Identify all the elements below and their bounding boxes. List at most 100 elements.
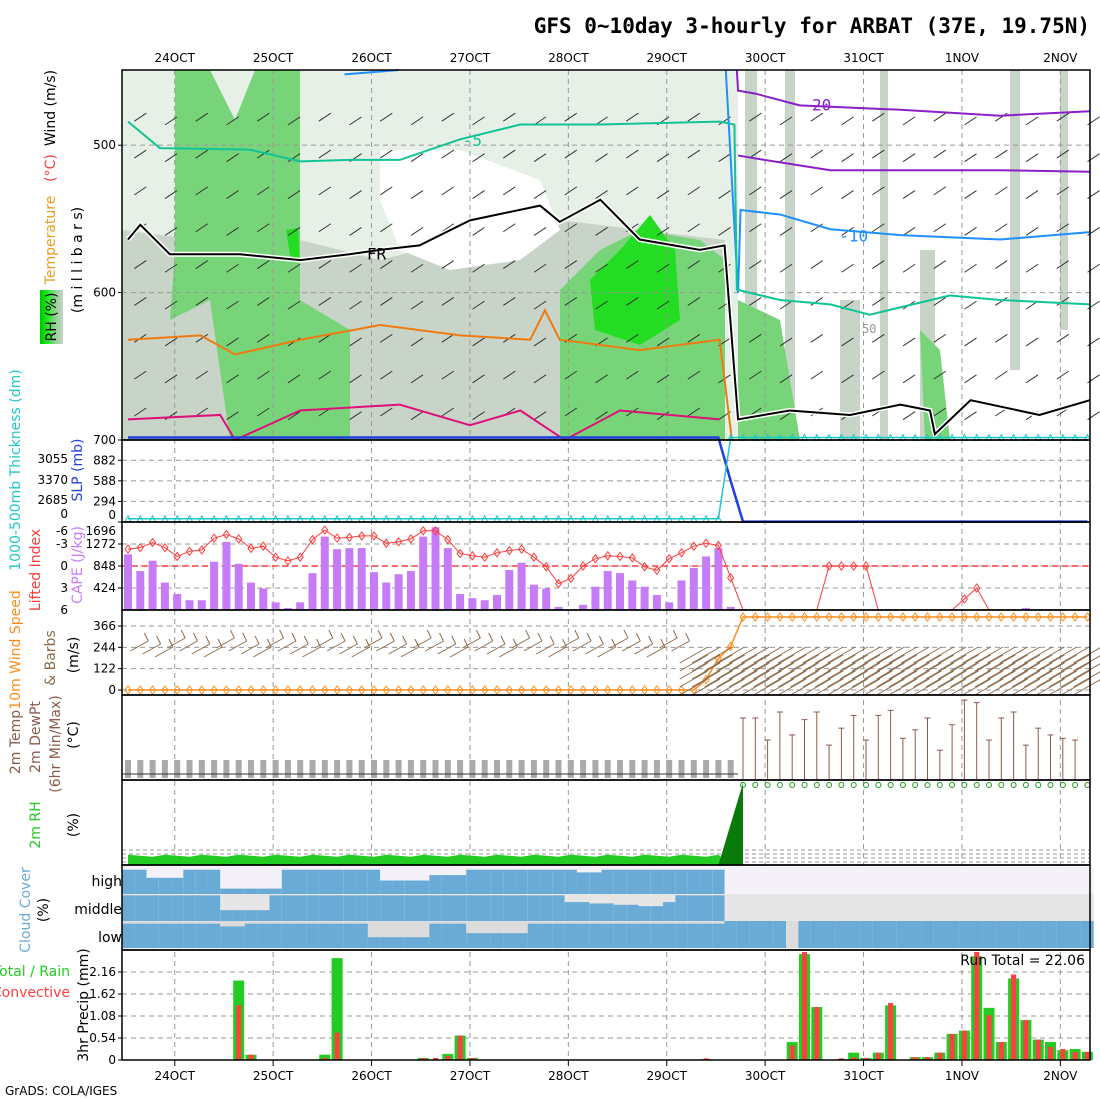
cloud-high-cell	[773, 867, 787, 894]
li-marker	[124, 544, 132, 554]
wind-barb	[441, 297, 455, 306]
cloud-middle-cell	[982, 894, 996, 921]
wind-barb	[864, 654, 893, 672]
rh2m-marker	[838, 782, 845, 788]
cape-bar	[394, 574, 403, 610]
cape-bar	[382, 582, 391, 610]
temp-range-bar	[186, 760, 193, 778]
wind-barb	[679, 654, 709, 672]
wind-barb	[933, 223, 947, 233]
cloud-high-fill	[687, 869, 701, 894]
wind-barb	[318, 260, 332, 269]
wind-barb	[560, 637, 580, 649]
wind-barb	[597, 646, 616, 658]
wind-barb	[474, 640, 493, 652]
cloud-high-cell	[1068, 867, 1082, 894]
wind-barb	[987, 670, 1016, 688]
wind-speed-marker	[1034, 612, 1042, 622]
wind-barb	[291, 632, 297, 642]
li-marker	[727, 572, 735, 583]
cloud-low-fill	[207, 923, 221, 948]
wind-barb	[790, 654, 819, 672]
rh2m-marker	[924, 782, 931, 788]
cloud-low-fill	[171, 923, 184, 948]
wind-barb	[1025, 116, 1039, 126]
temp-range-bar	[617, 760, 623, 778]
wind-speed-label: 10m Wind Speed	[8, 590, 24, 709]
cloud-middle-cell	[798, 894, 811, 921]
wind-barb	[964, 337, 977, 347]
temp-range-bar	[297, 760, 304, 778]
wind-barb	[380, 186, 393, 196]
cloud-high-fill	[503, 869, 516, 894]
wind-barb	[1025, 263, 1039, 273]
cape-bar	[197, 600, 206, 610]
wind-barb	[974, 646, 1004, 664]
time-label-bottom: 25OCT	[253, 1069, 294, 1083]
wind-barb	[376, 640, 395, 652]
rh2m-marker	[850, 782, 857, 788]
cloud-middle-label: middle	[74, 902, 122, 918]
time-label-bottom: 26OCT	[351, 1069, 392, 1083]
temp-unit2-label: (°C)	[66, 721, 82, 749]
wind-barb	[142, 643, 161, 655]
cape-bar	[210, 561, 219, 610]
cloud-low-fill	[761, 921, 774, 948]
wind-barb	[987, 678, 1016, 696]
time-label-top: 26OCT	[351, 51, 392, 65]
wind-barb	[1073, 679, 1100, 696]
precip-tick-label: 2.16	[89, 965, 116, 979]
cloud-middle-cell	[909, 894, 922, 921]
chart-marks: -20 -10 -5 FR 50	[121, 69, 1100, 1060]
temp-range-bar	[592, 760, 599, 778]
wind-speed-marker	[579, 685, 587, 695]
wind-barb	[351, 646, 370, 658]
cape-bar	[124, 554, 132, 610]
wind-barb	[166, 637, 186, 649]
wind-barb	[318, 370, 332, 380]
cloud-middle-fill	[355, 895, 368, 921]
slp-tick-label: 588	[93, 474, 116, 488]
wind-barb	[902, 153, 916, 163]
wind-barb	[810, 112, 824, 122]
wind-barb	[741, 654, 770, 672]
cloud-high-fill	[134, 869, 147, 894]
rh2m-spike	[718, 783, 743, 865]
cloud-low-fill	[478, 933, 491, 948]
temp-range-bar	[715, 760, 722, 778]
wind-barb	[987, 662, 1016, 680]
wind-barb	[242, 632, 248, 642]
temperature-label: Temperature	[43, 196, 59, 286]
rh2m-marker	[899, 782, 906, 788]
wind-barb	[410, 190, 424, 199]
cloud-low-fill	[859, 921, 873, 948]
wind-speed-marker	[554, 685, 563, 695]
precip-axis-label: 3hr Precip (mm)	[76, 948, 92, 1061]
wind-barb	[839, 662, 868, 680]
wind-barb	[134, 186, 147, 196]
isotherm--20	[735, 69, 1090, 117]
cloud-middle-fill	[294, 895, 307, 921]
wind-barb	[410, 153, 424, 163]
cloud-low-fill	[773, 921, 787, 948]
wind-tick-label: 0	[108, 683, 116, 697]
cloud-low-fill	[982, 921, 996, 948]
wind-barb	[814, 678, 844, 696]
cloud-middle-cell	[945, 894, 959, 921]
wind-barb	[226, 153, 239, 163]
wind-barb	[888, 670, 918, 688]
wind-barb	[226, 300, 239, 310]
cape-bar	[370, 572, 378, 610]
cloud-low-fill	[1056, 921, 1070, 948]
li-marker	[677, 547, 686, 558]
wind-barb	[864, 670, 893, 688]
wind-barb	[933, 370, 947, 380]
cape-bar	[529, 584, 538, 610]
cape-bar	[271, 602, 280, 610]
precip-conv-label: Convective	[0, 985, 70, 1001]
wind-barb	[226, 263, 239, 273]
wind-barb	[974, 670, 1004, 688]
cloud-low-fill	[798, 921, 811, 948]
cloud-low-fill	[195, 923, 209, 948]
wind-barb	[441, 112, 455, 122]
